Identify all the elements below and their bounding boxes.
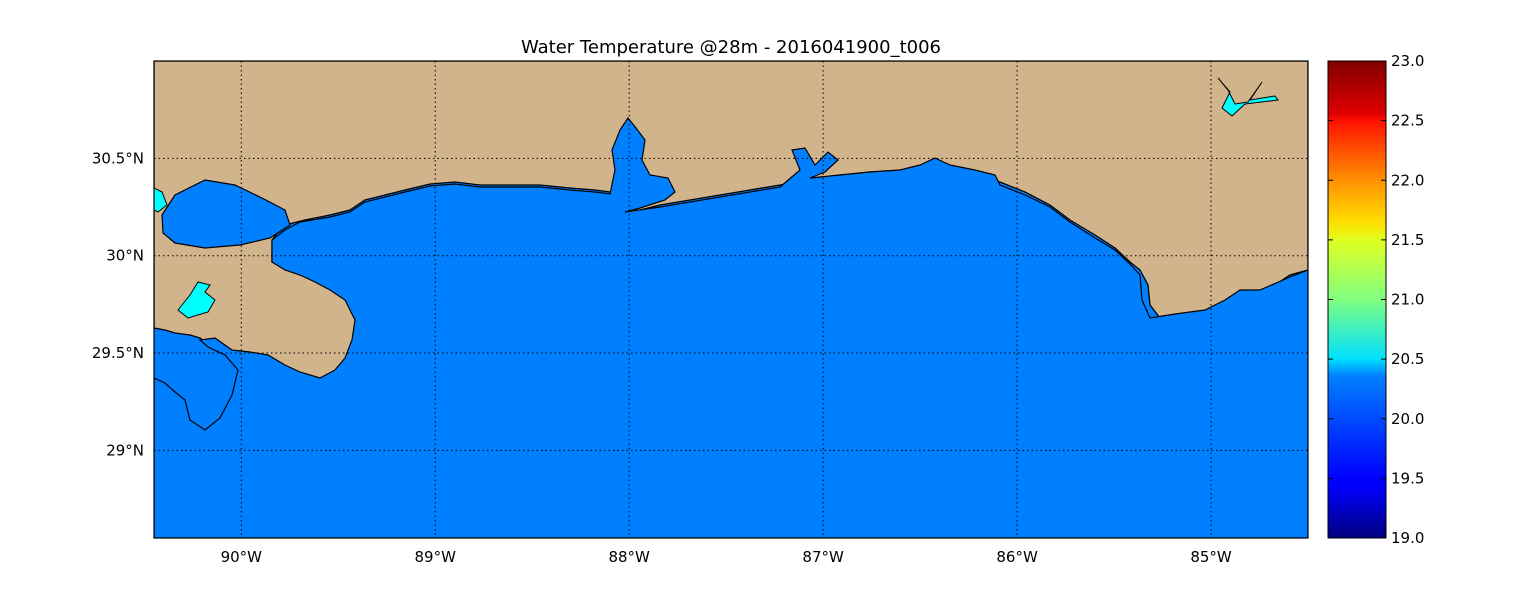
y-tick-label: 30.5°N (92, 149, 144, 167)
x-tick-label: 89°W (415, 548, 457, 566)
colorbar-tick-label: 20.5 (1391, 350, 1424, 368)
colorbar-tick-label: 22.5 (1391, 112, 1424, 130)
colorbar-tick-label: 19.0 (1391, 529, 1424, 547)
x-tick-label: 87°W (802, 548, 844, 566)
lake-cyan (177, 281, 216, 319)
y-tick-label: 29°N (106, 441, 144, 459)
colorbar-tick-label: 20.0 (1391, 410, 1424, 428)
y-tick-label: 29.5°N (92, 344, 144, 362)
map-frame (153, 60, 1309, 539)
colorbar-tick-label: 19.5 (1391, 469, 1424, 487)
x-tick-label: 88°W (608, 548, 650, 566)
colorbar-tick-label: 22.0 (1391, 171, 1424, 189)
x-tick-label: 90°W (221, 548, 263, 566)
y-axis: 29°N 29.5°N 30°N 30.5°N (92, 149, 144, 459)
colorbar (1327, 60, 1387, 539)
lake-top-right (1217, 77, 1279, 117)
y-tick-label: 30°N (106, 247, 144, 265)
grid-lines (154, 61, 1308, 538)
x-tick-label: 86°W (996, 548, 1038, 566)
x-axis: 90°W 89°W 88°W 87°W 86°W 85°W (221, 548, 1232, 566)
colorbar-tick-label: 23.0 (1391, 52, 1424, 70)
lake-pontchartrain (161, 179, 291, 249)
chart-title: Water Temperature @28m - 2016041900_t006 (521, 37, 941, 58)
map-area (154, 61, 1308, 538)
coastal-ocean (154, 116, 1308, 538)
colorbar-tick-label: 21.0 (1391, 291, 1424, 309)
colorbar-ticks: 19.0 19.5 20.0 20.5 21.0 21.5 22.0 22.5 23.0 (1328, 52, 1424, 547)
lake-edge (154, 187, 168, 213)
colorbar-tick-label: 21.5 (1391, 231, 1424, 249)
x-tick-label: 85°W (1190, 548, 1232, 566)
